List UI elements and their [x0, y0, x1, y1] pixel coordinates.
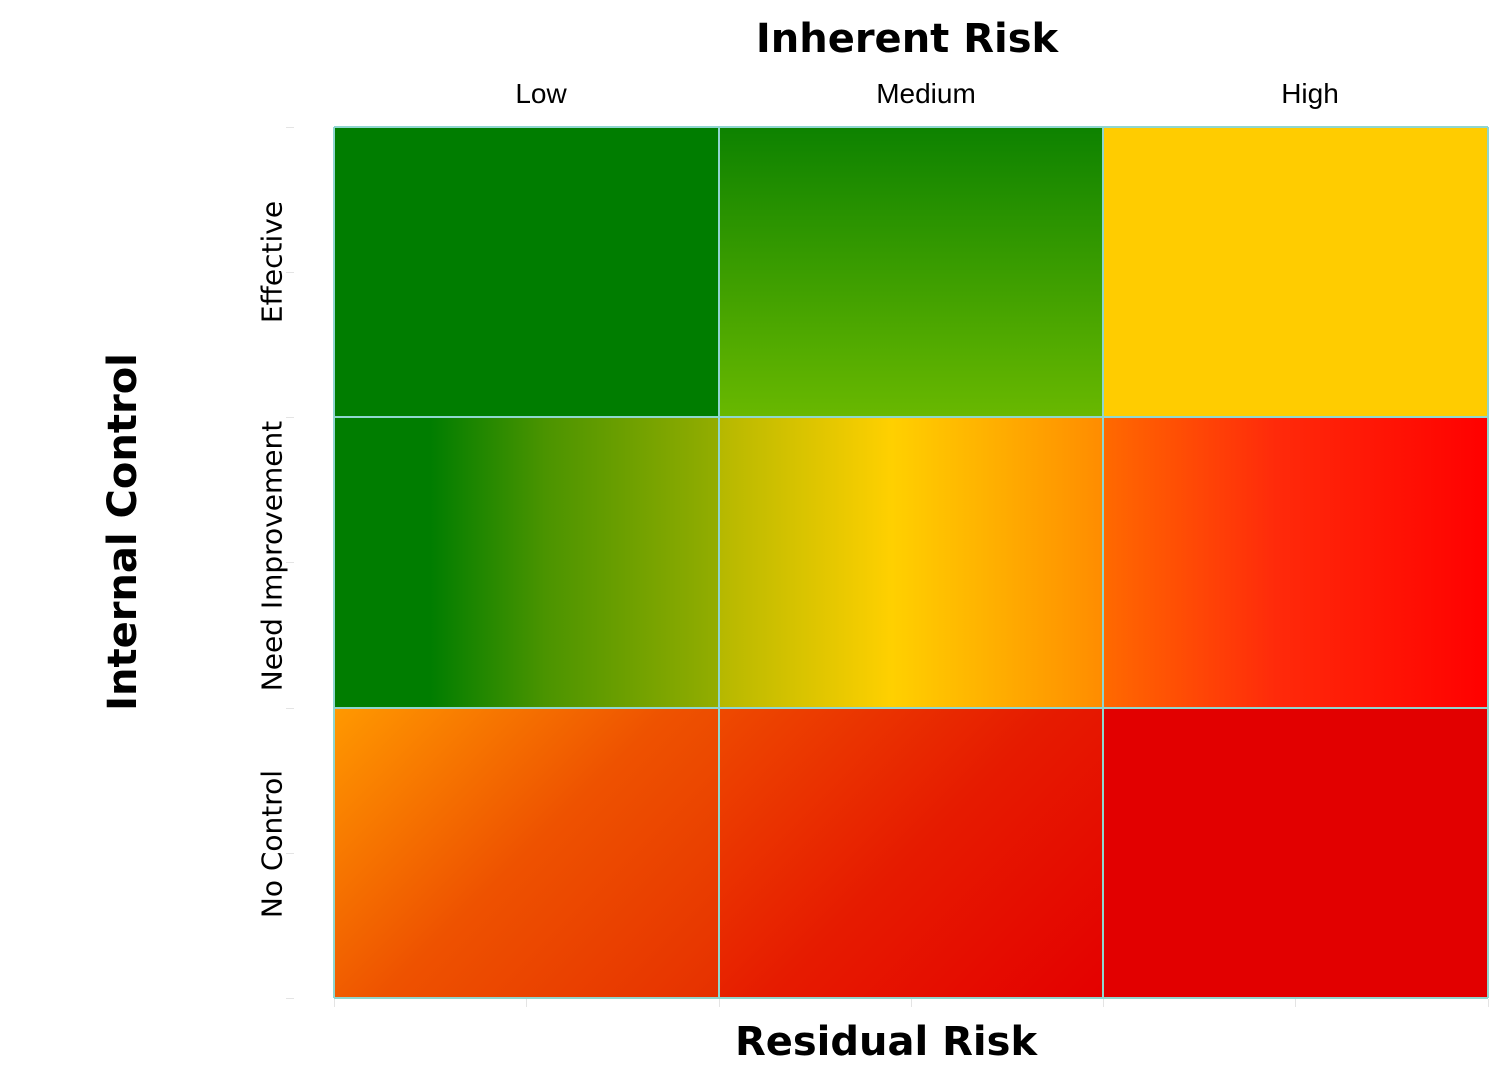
axis-tick — [526, 999, 527, 1007]
axis-tick — [286, 853, 294, 854]
cell-no-control-medium — [719, 708, 1103, 998]
residual-risk-heading: Residual Risk — [734, 1019, 1038, 1065]
cell-effective-low — [334, 127, 719, 417]
axis-tick — [334, 999, 335, 1007]
axis-tick — [719, 999, 720, 1007]
inherent-risk-heading: Inherent Risk — [755, 16, 1059, 62]
axis-tick — [286, 272, 294, 273]
axis-tick — [1295, 999, 1296, 1007]
axis-tick — [286, 417, 294, 418]
grid-line-vertical — [1487, 127, 1489, 998]
cell-no-control-high — [1103, 708, 1488, 998]
cell-no-control-low — [334, 708, 719, 998]
axis-tick — [286, 998, 294, 999]
column-label-low: Low — [515, 78, 567, 109]
grid-line-vertical — [333, 127, 335, 998]
row-label-no-control: No Control — [255, 769, 289, 919]
column-label-medium: Medium — [876, 78, 976, 109]
cell-need-improvement-high — [1103, 417, 1488, 708]
row-label-effective: Effective — [255, 200, 289, 324]
axis-tick — [1488, 999, 1489, 1007]
grid-line-vertical — [718, 127, 720, 998]
grid-line-vertical — [1102, 127, 1104, 998]
cell-effective-high — [1103, 127, 1488, 417]
axis-tick — [286, 127, 294, 128]
cell-effective-medium — [719, 127, 1103, 417]
cell-need-improvement-medium — [719, 417, 1103, 708]
row-label-need-improvement: Need Improvement — [255, 420, 289, 692]
column-label-high: High — [1281, 78, 1339, 109]
axis-tick — [1103, 999, 1104, 1007]
internal-control-heading: Internal Control — [100, 353, 146, 711]
grid-line-horizontal — [334, 707, 1488, 709]
grid-line-horizontal — [334, 416, 1488, 418]
cell-need-improvement-low — [334, 417, 719, 708]
grid-line-horizontal — [334, 997, 1488, 999]
axis-tick — [911, 999, 912, 1007]
axis-tick — [286, 562, 294, 563]
grid-line-horizontal — [334, 126, 1488, 128]
axis-tick — [286, 708, 294, 709]
